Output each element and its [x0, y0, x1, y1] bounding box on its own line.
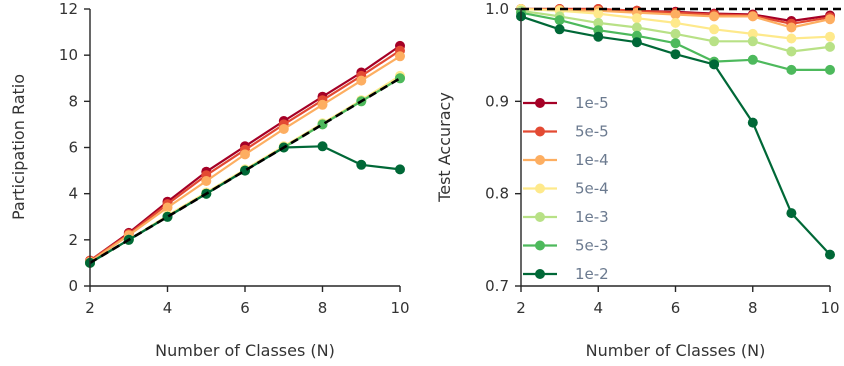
right-point-1e-2-10	[825, 249, 835, 260]
legend-label-5e-5: 5e-5	[575, 123, 609, 141]
left-point-1e-4-8	[317, 99, 328, 110]
right-point-1e-3-8	[747, 36, 758, 47]
right-point-5e-4-7	[709, 24, 720, 35]
left-x-tick-label: 2	[85, 299, 95, 317]
right-point-5e-3-6	[670, 38, 681, 49]
left-y-tick-label: 4	[68, 185, 78, 203]
right-series-lines	[516, 4, 844, 260]
left-y-tick-label: 12	[59, 0, 78, 18]
right-y-tick-label: 1.0	[485, 0, 509, 18]
right-point-1e-2-5	[631, 37, 642, 48]
right-point-5e-3-8	[747, 54, 758, 65]
right-point-1e-4-8	[747, 11, 758, 22]
right-point-5e-4-8	[747, 28, 758, 39]
legend-marker-1e-4	[535, 155, 545, 165]
right-point-1e-4-7	[709, 11, 720, 22]
legend-label-5e-3: 5e-3	[575, 237, 609, 255]
right-point-1e-2-7	[709, 59, 720, 70]
right-point-1e-3-7	[709, 36, 720, 47]
left-point-1e-4-10	[395, 51, 405, 62]
left-x-tick-label: 10	[390, 299, 409, 317]
right-point-1e-3-5	[631, 22, 642, 33]
right-point-1e-2-9	[786, 208, 797, 219]
left-x-axis-label: Number of Classes (N)	[155, 341, 335, 360]
right-point-1e-2-3	[554, 24, 565, 35]
right-x-tick-label: 8	[748, 299, 758, 317]
left-point-1e-2-9	[356, 159, 367, 170]
legend-marker-5e-4	[535, 183, 545, 194]
right-y-axis-label: Test Accuracy	[435, 92, 454, 203]
right-y-tick-label: 0.7	[485, 277, 509, 295]
right-point-5e-3-9	[786, 64, 797, 75]
right-point-5e-4-4	[593, 8, 604, 19]
left-point-1e-4-4	[162, 202, 173, 213]
legend-marker-5e-5	[535, 126, 545, 137]
legend-label-1e-2: 1e-2	[575, 265, 609, 283]
right-x-axis-label: Number of Classes (N)	[586, 341, 766, 360]
left-y-tick-label: 0	[68, 277, 78, 295]
left-x-tick-label: 8	[318, 299, 328, 317]
left-reference-line	[89, 77, 401, 265]
legend-label-1e-3: 1e-3	[575, 208, 609, 226]
right-x-tick-label: 2	[516, 299, 526, 317]
right-point-5e-4-10	[825, 31, 835, 42]
right-point-5e-4-5	[631, 13, 642, 24]
left-point-1e-2-10	[395, 164, 405, 175]
right-point-1e-4-9	[786, 22, 797, 33]
right-point-1e-3-10	[825, 41, 835, 52]
left-y-tick-label: 2	[68, 231, 78, 249]
left-y-tick-label: 10	[59, 46, 78, 64]
right-point-1e-2-6	[670, 49, 681, 60]
left-series-lines	[85, 40, 405, 268]
right-point-5e-3-10	[825, 64, 835, 75]
legend-label-1e-5: 1e-5	[575, 94, 609, 112]
left-y-tick-label: 8	[68, 92, 78, 110]
right-axes: 0.7 0.8 0.9 1.0 2 4 6 8 10	[485, 0, 839, 317]
left-y-axis-label: Participation Ratio	[9, 74, 28, 220]
left-series-line-1e-2	[89, 145, 401, 264]
legend-label-1e-4: 1e-4	[575, 151, 609, 169]
left-point-1e-4-7	[278, 124, 289, 134]
legend-marker-1e-2	[535, 269, 545, 279]
right-point-1e-3-9	[786, 46, 797, 57]
right-x-tick-label: 10	[820, 299, 839, 317]
legend-marker-1e-3	[535, 212, 545, 222]
left-point-1e-4-6	[240, 149, 250, 160]
left-y-tick-label: 6	[68, 139, 78, 157]
right-point-1e-2-4	[593, 31, 604, 42]
right-point-5e-3-3	[554, 15, 565, 26]
test-accuracy-chart: 0.7 0.8 0.9 1.0 2 4 6 8 10 Number of Classes (N)…	[435, 0, 844, 360]
right-point-5e-4-6	[670, 17, 681, 28]
left-point-1e-4-5	[201, 176, 212, 186]
right-x-tick-label: 4	[593, 299, 603, 317]
right-point-1e-2-8	[747, 117, 758, 128]
right-point-1e-4-6	[670, 9, 681, 20]
right-y-tick-label: 0.8	[485, 185, 509, 203]
right-point-1e-3-4	[593, 17, 604, 28]
right-point-5e-4-9	[786, 33, 797, 44]
right-x-tick-label: 6	[671, 299, 681, 317]
left-x-tick-label: 6	[240, 299, 250, 317]
legend-marker-5e-3	[535, 240, 545, 251]
left-point-1e-2-8	[317, 141, 328, 152]
legend-label-5e-4: 5e-4	[575, 180, 609, 198]
left-point-1e-4-9	[356, 75, 367, 86]
left-x-tick-label: 4	[163, 299, 173, 317]
right-y-tick-label: 0.9	[485, 92, 509, 110]
right-point-1e-3-6	[670, 28, 681, 39]
legend-marker-1e-5	[535, 98, 545, 108]
legend: 1e-5 5e-5 1e-4 5e-4 1e-3 5e-3 1e-2	[523, 94, 609, 283]
right-point-1e-4-10	[825, 14, 835, 25]
